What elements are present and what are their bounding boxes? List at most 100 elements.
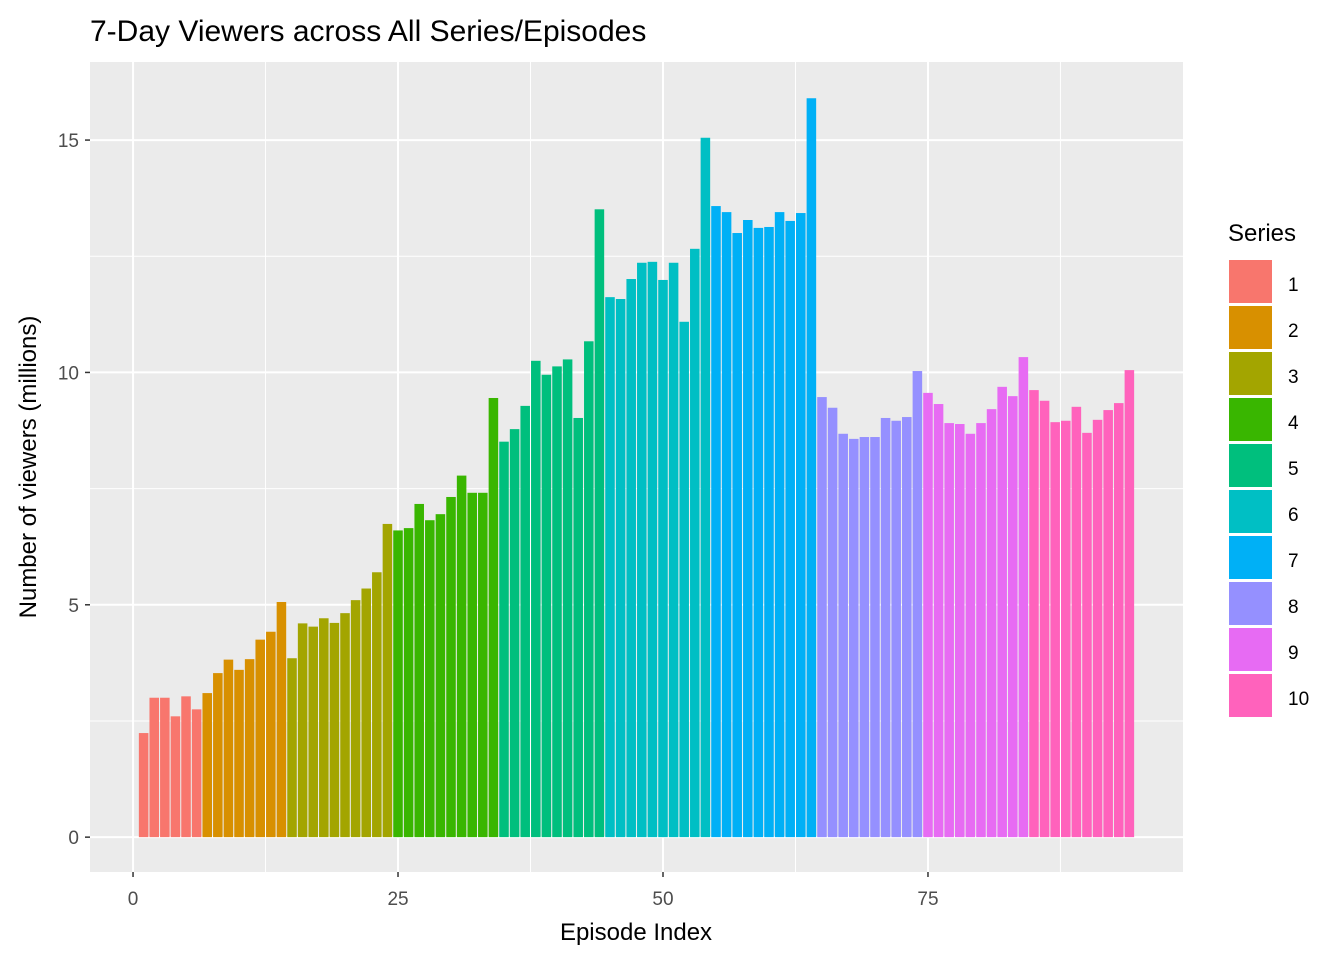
x-tick-label: 50 (652, 889, 673, 910)
y-tick-label: 15 (58, 131, 79, 152)
bar-series-2 (223, 659, 234, 838)
bar-series-4 (425, 520, 435, 838)
bar-series-9 (944, 423, 954, 838)
bar-series-10 (1071, 406, 1082, 838)
bar-series-3 (287, 658, 297, 838)
y-tick-label: 0 (68, 828, 79, 849)
bar-series-9 (955, 424, 965, 838)
bar-series-4 (467, 492, 477, 838)
bar-series-1 (160, 697, 170, 838)
legend-label-8: 8 (1288, 597, 1299, 618)
bar-series-2 (244, 659, 255, 838)
legend-label-6: 6 (1288, 505, 1299, 526)
bar-series-9 (976, 423, 986, 838)
legend-label-10: 10 (1288, 689, 1309, 710)
legend-label-5: 5 (1288, 459, 1299, 480)
bar-series-6 (647, 261, 658, 838)
bar-series-7 (743, 220, 753, 838)
bar-series-2 (213, 673, 223, 838)
bar-series-4 (488, 397, 499, 838)
y-tick-label: 10 (58, 363, 79, 384)
bar-series-3 (350, 600, 361, 838)
legend-key-10 (1229, 674, 1272, 717)
bar-series-3 (382, 523, 393, 838)
bar-series-3 (361, 588, 371, 838)
bar-series-8 (891, 420, 901, 838)
bar-series-9 (933, 404, 944, 838)
legend-label-1: 1 (1288, 275, 1299, 296)
bar-series-8 (838, 433, 848, 838)
bar-series-3 (308, 626, 318, 838)
bar-series-7 (806, 98, 817, 838)
legend-label-7: 7 (1288, 551, 1299, 572)
bar-series-10 (1061, 420, 1071, 838)
bar-series-9 (986, 409, 997, 838)
legend-key-7 (1229, 536, 1272, 579)
bar-series-3 (319, 618, 329, 838)
bar-series-4 (414, 503, 424, 838)
bars (138, 98, 1135, 838)
x-tick-label: 75 (917, 889, 938, 910)
legend-label-2: 2 (1288, 321, 1299, 342)
bar-series-10 (1092, 419, 1103, 838)
x-tick-label: 25 (387, 889, 408, 910)
bar-series-5 (499, 441, 509, 838)
bar-series-8 (902, 417, 912, 838)
bar-series-10 (1050, 422, 1060, 838)
legend-key-1 (1229, 260, 1272, 303)
y-axis-label: Number of viewers (millions) (15, 316, 42, 619)
legend-key-2 (1229, 306, 1272, 349)
bar-series-6 (679, 321, 689, 838)
chart-title: 7-Day Viewers across All Series/Episodes (90, 15, 646, 48)
bar-series-6 (626, 279, 636, 838)
bar-series-1 (191, 709, 202, 838)
bar-series-5 (584, 341, 594, 838)
legend-key-5 (1229, 444, 1272, 487)
bar-series-2 (276, 602, 287, 838)
bar-series-4 (446, 496, 456, 838)
bar-series-9 (1018, 357, 1029, 838)
x-axis-label: Episode Index (560, 919, 712, 946)
bar-series-10 (1113, 403, 1124, 838)
bar-series-5 (531, 360, 541, 838)
legend-key-9 (1229, 628, 1272, 671)
bar-series-1 (170, 716, 181, 838)
bar-series-3 (297, 623, 308, 838)
legend-key-6 (1229, 490, 1272, 533)
bar-series-9 (1008, 396, 1018, 838)
legend-key-3 (1229, 352, 1272, 395)
bar-series-8 (859, 437, 870, 838)
bar-series-5 (552, 366, 562, 838)
bar-series-10 (1124, 370, 1135, 838)
bar-series-10 (1029, 390, 1039, 838)
bar-series-2 (255, 639, 265, 838)
bar-series-3 (329, 622, 340, 838)
bar-series-3 (340, 613, 350, 838)
bar-series-1 (138, 733, 149, 838)
bar-series-10 (1082, 432, 1092, 838)
bar-series-8 (817, 397, 827, 838)
bar-series-8 (880, 417, 891, 838)
legend-label-4: 4 (1288, 413, 1299, 434)
bar-series-4 (478, 492, 488, 838)
bar-series-6 (700, 137, 711, 838)
bar-series-7 (785, 220, 795, 838)
bar-series-1 (149, 697, 160, 838)
bar-series-7 (796, 213, 806, 838)
bar-series-5 (573, 417, 583, 838)
bar-series-2 (234, 669, 244, 838)
bar-series-6 (668, 262, 679, 838)
bar-series-6 (658, 279, 668, 838)
bar-series-5 (509, 429, 520, 838)
bar-series-6 (690, 248, 700, 838)
legend-label-9: 9 (1288, 643, 1299, 664)
bar-series-7 (764, 226, 774, 838)
bar-series-7 (721, 212, 732, 838)
legend-title: Series (1228, 220, 1296, 247)
bar-series-3 (372, 572, 382, 838)
bar-series-9 (997, 386, 1007, 838)
bar-series-1 (181, 696, 191, 838)
bar-series-10 (1103, 410, 1113, 838)
bar-series-7 (732, 233, 742, 838)
